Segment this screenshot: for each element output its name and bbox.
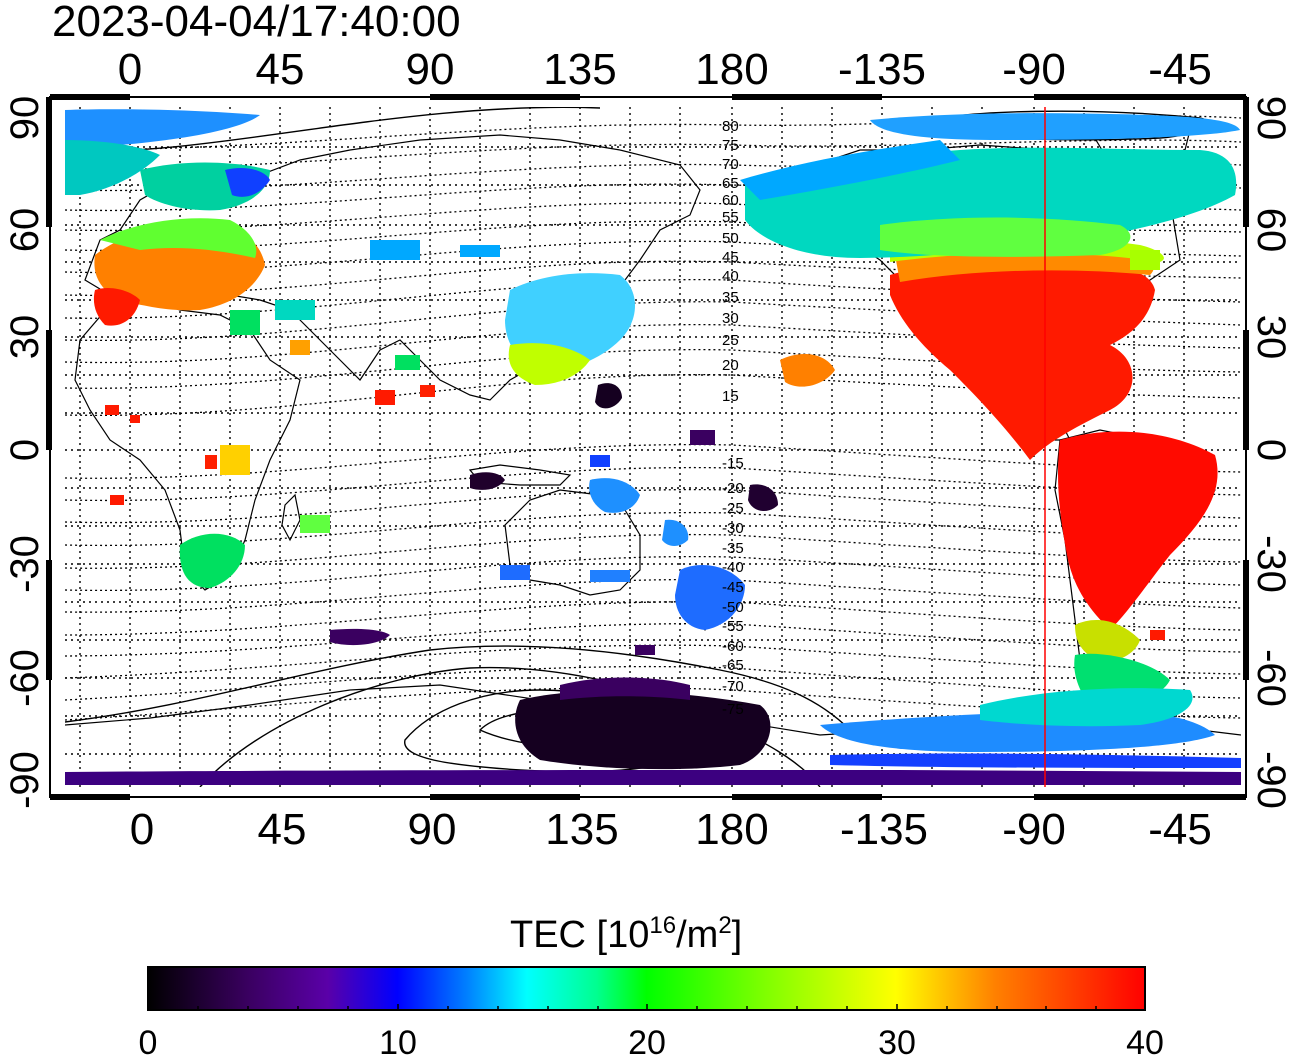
colorbar-title: TEC [1016/m2] — [510, 912, 742, 956]
contour-label-neg75: -75 — [722, 701, 744, 718]
contour-label-30: 30 — [722, 310, 739, 327]
colorbar-tick-40: 40 — [1126, 1024, 1164, 1057]
timestamp-title: 2023-04-04/17:40:00 — [52, 0, 461, 46]
contour-label-neg65: -65 — [722, 657, 744, 674]
lat-tick-left-neg30: -30 — [3, 535, 47, 593]
contour-label-60: 60 — [722, 192, 739, 209]
colorbar-title-main: TEC [10 — [510, 914, 649, 956]
colorbar-title-end: ] — [732, 914, 743, 956]
lat-tick-left-neg60: -60 — [3, 649, 47, 707]
tec-data-patches — [65, 109, 1241, 785]
lat-tick-right-90: 90 — [1249, 96, 1293, 141]
lat-tick-left-30: 30 — [3, 315, 47, 360]
lat-tick-right-neg60: -60 — [1249, 649, 1293, 707]
colorbar-tick-0: 0 — [139, 1024, 158, 1057]
lat-tick-right-neg30: -30 — [1249, 535, 1293, 593]
contour-label-neg30: -30 — [722, 520, 744, 537]
contour-label-neg70: -70 — [722, 678, 744, 695]
colorbar-tick-30: 30 — [878, 1024, 916, 1057]
lon-tick-top-7: -45 — [1148, 45, 1212, 94]
lon-tick-bottom-1: 45 — [258, 805, 307, 854]
contour-label-75: 75 — [722, 137, 739, 154]
lon-tick-top-6: -90 — [1002, 45, 1066, 94]
colorbar-title-sup2: 2 — [718, 912, 731, 939]
colorbar-title-unit: /m — [676, 914, 718, 956]
contour-label-20: 20 — [722, 357, 739, 374]
lat-tick-labels-right: 90 60 30 0 -30 -60 -90 — [1249, 96, 1293, 809]
lon-tick-bottom-0: 0 — [130, 805, 154, 854]
lon-tick-labels-bottom: 0 45 90 135 180 -135 -90 -45 — [130, 805, 1212, 854]
colorbar-tick-20: 20 — [628, 1024, 666, 1057]
contour-label-neg40: -40 — [722, 559, 744, 576]
contour-label-70: 70 — [722, 156, 739, 173]
contour-label-25: 25 — [722, 332, 739, 349]
contour-label-65: 65 — [722, 175, 739, 192]
lon-tick-top-1: 45 — [256, 45, 305, 94]
lon-tick-bottom-5: -135 — [840, 805, 928, 854]
lon-tick-bottom-6: -90 — [1002, 805, 1066, 854]
lat-tick-left-90: 90 — [3, 96, 47, 141]
contour-label-40: 40 — [722, 268, 739, 285]
colorbar-gradient — [147, 966, 1146, 1011]
contour-label-35: 35 — [722, 289, 739, 306]
lon-tick-top-4: 180 — [695, 45, 768, 94]
lat-tick-right-0: 0 — [1249, 439, 1293, 461]
contour-label-neg20: -20 — [722, 480, 744, 497]
contour-label-neg50: -50 — [722, 599, 744, 616]
colorbar: TEC [1016/m2] 0 10 20 30 40 — [139, 912, 1164, 1057]
contour-label-neg60: -60 — [722, 638, 744, 655]
lat-tick-left-0: 0 — [3, 439, 47, 461]
lat-tick-right-neg90: -90 — [1249, 751, 1293, 809]
lon-tick-top-5: -135 — [838, 45, 926, 94]
lat-tick-left-neg90: -90 — [3, 751, 47, 809]
contour-label-neg15: -15 — [722, 455, 744, 472]
contour-label-80: 80 — [722, 118, 739, 135]
lat-tick-right-60: 60 — [1249, 208, 1293, 253]
lon-tick-bottom-4: 180 — [695, 805, 768, 854]
contour-label-neg45: -45 — [722, 579, 744, 596]
lon-tick-bottom-2: 90 — [408, 805, 457, 854]
map-plot-area — [65, 107, 1241, 787]
lat-tick-labels-left: 90 60 30 0 -30 -60 -90 — [3, 96, 47, 809]
lon-tick-bottom-3: 135 — [545, 805, 618, 854]
contour-label-55: 55 — [722, 209, 739, 226]
contour-label-neg25: -25 — [722, 500, 744, 517]
contour-label-15: 15 — [722, 388, 739, 405]
lat-tick-left-60: 60 — [3, 208, 47, 253]
contour-label-45: 45 — [722, 249, 739, 266]
lon-tick-bottom-7: -45 — [1148, 805, 1212, 854]
contour-label-neg55: -55 — [722, 618, 744, 635]
colorbar-title-sup: 16 — [649, 912, 676, 939]
lon-tick-top-0: 0 — [118, 45, 142, 94]
contour-labels: 80 75 70 65 60 55 50 45 40 35 30 25 20 1… — [722, 118, 744, 718]
lon-tick-top-3: 135 — [543, 45, 616, 94]
lat-tick-right-30: 30 — [1249, 315, 1293, 360]
contour-label-50: 50 — [722, 230, 739, 247]
lon-tick-top-2: 90 — [406, 45, 455, 94]
colorbar-tick-10: 10 — [379, 1024, 417, 1057]
lon-tick-labels-top: 0 45 90 135 180 -135 -90 -45 — [118, 45, 1212, 94]
map-frame — [46, 94, 1249, 800]
contour-label-neg35: -35 — [722, 540, 744, 557]
